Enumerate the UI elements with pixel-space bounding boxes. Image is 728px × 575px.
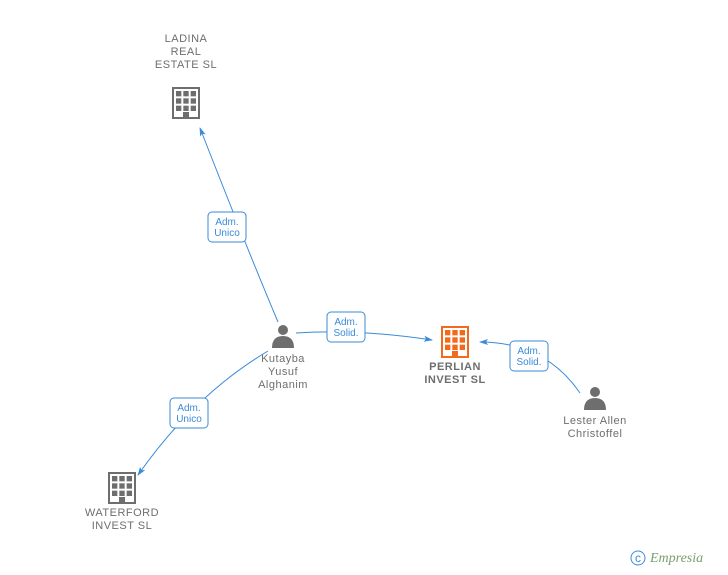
svg-text:Adm.: Adm.: [177, 403, 200, 414]
svg-text:Empresia: Empresia: [649, 551, 703, 566]
node-perlian[interactable]: PERLIANINVEST SL: [424, 327, 485, 386]
node-label: PERLIAN: [429, 361, 481, 373]
node-label: LADINA: [165, 33, 208, 45]
edge-label: Adm.Unico: [208, 212, 246, 242]
node-label: INVEST SL: [424, 374, 485, 386]
node-label: Yusuf: [268, 366, 298, 378]
svg-text:Unico: Unico: [214, 228, 240, 239]
node-label: Lester Allen: [563, 415, 626, 427]
node-label: REAL: [171, 46, 202, 58]
node-label: ESTATE SL: [155, 59, 217, 71]
svg-text:c: c: [635, 551, 641, 565]
node-lester[interactable]: Lester AllenChristoffel: [563, 387, 626, 440]
watermark: c Empresia: [631, 551, 703, 566]
svg-text:Unico: Unico: [176, 414, 202, 425]
node-label: Kutayba: [261, 353, 305, 365]
svg-text:Adm.: Adm.: [334, 317, 357, 328]
edge-label: Adm.Solid.: [327, 312, 365, 342]
node-kutayba[interactable]: KutaybaYusufAlghanim: [258, 325, 308, 391]
node-label: INVEST SL: [92, 520, 153, 532]
svg-text:Adm.: Adm.: [517, 346, 540, 357]
network-diagram: LADINAREALESTATE SLWATERFORDINVEST SLPER…: [0, 0, 728, 575]
node-ladina[interactable]: LADINAREALESTATE SL: [155, 33, 217, 118]
edge-label: Adm.Unico: [170, 398, 208, 428]
svg-text:Solid.: Solid.: [516, 357, 541, 368]
node-label: Christoffel: [568, 428, 623, 440]
node-waterford[interactable]: WATERFORDINVEST SL: [85, 473, 159, 532]
edge-label: Adm.Solid.: [510, 341, 548, 371]
node-label: Alghanim: [258, 379, 308, 391]
svg-text:Adm.: Adm.: [215, 217, 238, 228]
node-label: WATERFORD: [85, 507, 159, 519]
svg-text:Solid.: Solid.: [333, 328, 358, 339]
